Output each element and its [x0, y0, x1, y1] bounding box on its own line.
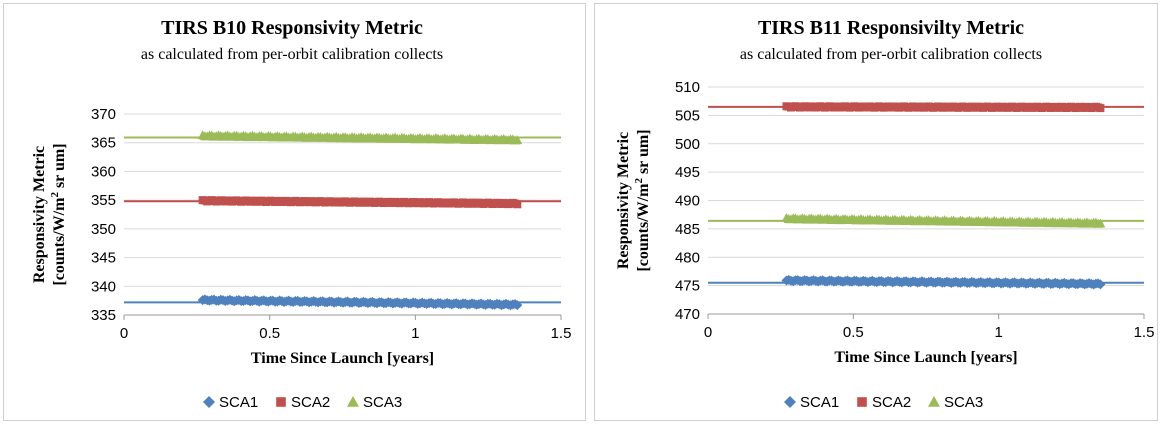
legend-label: SCA2 [872, 394, 911, 411]
y-axis-title-superscript: 2 [633, 178, 645, 184]
y-tick-label: 485 [675, 221, 700, 238]
y-tick-label: 480 [675, 249, 700, 266]
data-point [1095, 279, 1106, 290]
x-axis-title: Time Since Launch [years] [251, 350, 434, 367]
data-point [512, 300, 523, 311]
x-tick-label: 0 [704, 324, 712, 341]
y-tick-label: 495 [675, 164, 700, 181]
y-axis-title-superscript: 2 [49, 192, 61, 198]
y-tick-label: 510 [675, 79, 700, 96]
y-tick-label: 470 [675, 306, 700, 323]
chart-subtitle: as calculated from per-orbit calibration… [141, 46, 443, 63]
y-axis-title-unit-end: sr um] [635, 129, 652, 178]
x-tick-label: 1 [411, 325, 419, 342]
y-tick-label: 475 [675, 278, 700, 295]
y-tick-label: 350 [91, 221, 116, 238]
chart-panel-b10: TIRS B10 Responsivity Metric as calculate… [3, 3, 586, 421]
y-axis-title-line2: [counts/W/m2 sr um] [49, 143, 68, 285]
data-point [512, 135, 523, 145]
y-tick-label: 500 [675, 136, 700, 153]
legend-marker-sca3 [928, 396, 940, 407]
y-tick-label: 345 [91, 250, 116, 267]
x-tick-label: 1 [994, 324, 1002, 341]
legend-marker-sca3 [347, 396, 359, 407]
x-tick-label: 0.5 [843, 324, 864, 341]
y-axis-title-line1: Responsivity Metric [31, 146, 48, 283]
legend-label: SCA3 [363, 394, 402, 411]
data-point [513, 200, 522, 209]
series-sca2 [124, 196, 561, 209]
legend-label: SCA3 [944, 394, 983, 411]
y-tick-label: 360 [91, 163, 116, 180]
series-sca2 [708, 102, 1144, 113]
chart-title: TIRS B10 Responsivity Metric [161, 17, 423, 39]
legend: SCA1 SCA2 SCA3 [784, 394, 983, 411]
y-axis-title-line2: [counts/W/m2 sr um] [633, 129, 652, 271]
legend-marker-sca2 [857, 397, 867, 407]
x-tick-label: 0 [120, 325, 128, 342]
y-tick-label: 370 [91, 106, 116, 123]
y-tick-label: 335 [91, 307, 116, 324]
data-point [1096, 104, 1105, 113]
series-sca3 [708, 213, 1144, 228]
legend: SCA1 SCA2 SCA3 [203, 394, 402, 411]
x-axis-title: Time Since Launch [years] [834, 349, 1017, 366]
chart-b10: TIRS B10 Responsivity Metric as calculate… [31, 17, 572, 411]
chart-b11: TIRS B11 Responsivilty Metric as calculat… [615, 17, 1155, 411]
y-tick-label: 505 [675, 107, 700, 124]
series-sca1 [124, 294, 561, 311]
y-axis-title-unit: [counts/W/m [51, 197, 68, 286]
legend-marker-sca1 [784, 396, 796, 408]
y-tick-label: 355 [91, 192, 116, 209]
chart-subtitle: as calculated from per-orbit calibration… [740, 46, 1042, 63]
y-tick-label: 490 [675, 193, 700, 210]
y-axis-title-unit: [counts/W/m [635, 183, 652, 272]
series-sca3 [124, 130, 561, 145]
x-tick-label: 0.5 [259, 325, 280, 342]
x-tick-label: 1.5 [551, 325, 572, 342]
grid [708, 86, 1144, 315]
y-axis-title-unit-end: sr um] [51, 143, 68, 192]
y-axis-title-line1: Responsivity Metric [615, 132, 632, 269]
x-tick-label: 1.5 [1134, 324, 1155, 341]
y-tick-label: 365 [91, 135, 116, 152]
chart-panel-b11: TIRS B11 Responsivilty Metric as calculat… [594, 3, 1158, 421]
legend-marker-sca2 [276, 397, 286, 407]
legend-label: SCA1 [219, 394, 258, 411]
legend-marker-sca1 [203, 396, 215, 408]
legend-label: SCA1 [800, 394, 839, 411]
y-tick-label: 340 [91, 278, 116, 295]
series-sca1 [708, 274, 1144, 290]
chart-title: TIRS B11 Responsivilty Metric [758, 17, 1024, 39]
legend-label: SCA2 [291, 394, 330, 411]
data-point [1095, 218, 1106, 228]
